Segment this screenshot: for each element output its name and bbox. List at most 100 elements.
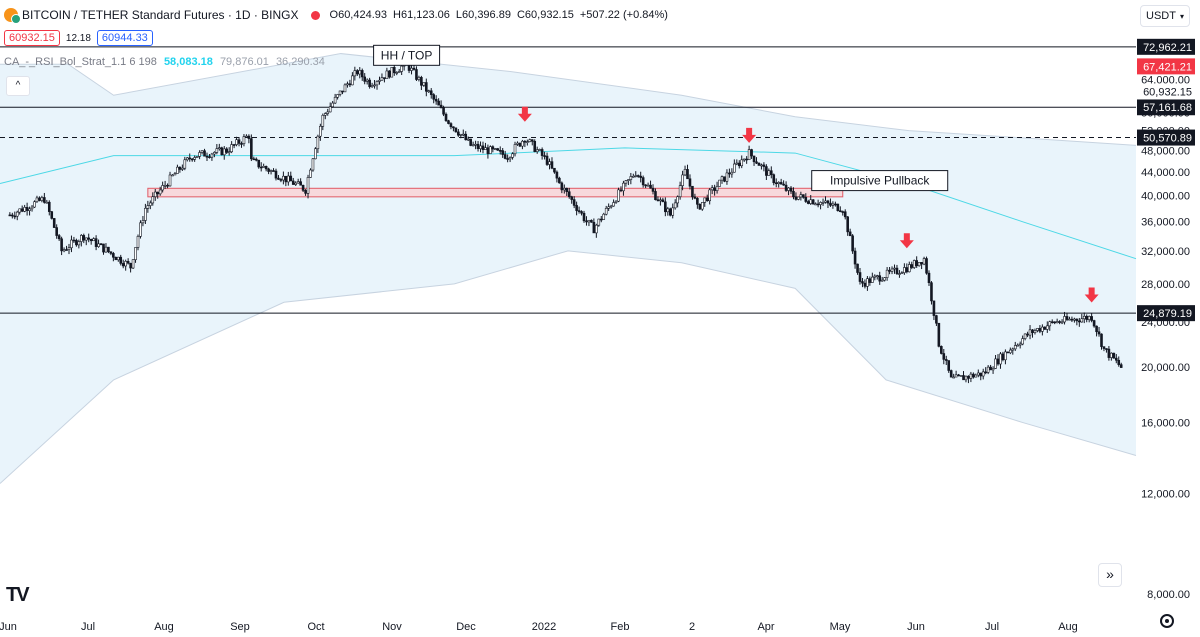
candle-body-2022-01-31 xyxy=(609,205,613,208)
candle-body-2021-07-01 xyxy=(82,235,86,241)
candle-body-2022-02-08 xyxy=(629,176,633,180)
candle-body-2021-06-04 xyxy=(15,211,19,217)
candle-body-2021-12-19 xyxy=(503,154,507,159)
tradingview-logo[interactable]: TV xyxy=(6,584,30,607)
candle-body-2022-03-23 xyxy=(735,162,739,165)
level-tag-2-bg xyxy=(1137,129,1195,146)
candle-body-2022-05-15 xyxy=(866,278,869,287)
currency-selector[interactable]: USDT ▾ xyxy=(1140,5,1190,27)
candle-body-2021-06-22 xyxy=(60,238,63,252)
gear-icon[interactable] xyxy=(1160,614,1174,628)
candle-body-2021-10-24 xyxy=(365,79,369,82)
candle-body-2021-07-27 xyxy=(146,205,150,209)
candle-body-2022-03-09 xyxy=(700,202,704,210)
candle-body-2022-02-26 xyxy=(673,202,677,209)
candle-body-2021-08-11 xyxy=(183,159,187,169)
candle-body-2021-07-08 xyxy=(99,243,103,246)
candle-body-2022-06-20 xyxy=(954,374,958,378)
candle-body-2021-11-07 xyxy=(400,65,403,72)
candle-body-2021-11-29 xyxy=(454,127,458,133)
candle-body-2021-12-29 xyxy=(528,139,532,142)
candle-body-2022-01-24 xyxy=(592,221,596,234)
candle-body-2022-06-15 xyxy=(942,353,946,360)
level-tag-3: 24,879.19 xyxy=(1143,308,1192,320)
indicator-legend[interactable]: CA_-_RSI_Bol_Strat_1.1 6 198 58,083.18 7… xyxy=(4,56,329,68)
candle-body-2021-12-16 xyxy=(496,148,500,151)
buy-button[interactable]: 60944.33 xyxy=(96,30,153,46)
candle-body-2021-09-19 xyxy=(279,179,283,181)
candle-body-2021-07-06 xyxy=(94,238,98,247)
candle-body-2022-03-15 xyxy=(715,186,719,191)
candle-body-2021-09-05 xyxy=(245,135,248,138)
candle-body-2022-06-13 xyxy=(937,322,941,347)
candle-body-2021-09-29 xyxy=(304,190,307,194)
candle-body-2022-06-11 xyxy=(932,300,936,316)
candle-body-2021-07-07 xyxy=(97,243,100,247)
candle-body-2021-08-22 xyxy=(210,153,214,158)
candle-body-2022-07-08 xyxy=(999,353,1002,365)
candle-body-2021-10-19 xyxy=(353,70,357,77)
sell-button[interactable]: 60932.15 xyxy=(4,30,60,46)
bitcoin-icon xyxy=(4,8,21,24)
candle-body-2022-04-12 xyxy=(784,184,788,191)
candle-body-2021-12-26 xyxy=(521,140,524,147)
candle-body-2022-02-20 xyxy=(659,199,662,202)
candle-body-2021-11-28 xyxy=(452,126,455,129)
candle-body-2022-02-25 xyxy=(671,207,675,216)
candle-body-2021-12-30 xyxy=(530,139,534,142)
collapse-legend-button[interactable]: ^ xyxy=(6,76,30,96)
candle-body-2022-02-07 xyxy=(627,179,630,181)
candle-body-2022-05-01 xyxy=(831,203,835,206)
candle-body-2022-07-04 xyxy=(989,366,992,371)
candle-body-2021-12-05 xyxy=(469,138,472,146)
candle-body-2021-12-09 xyxy=(479,145,482,149)
candle-body-2022-05-29 xyxy=(900,272,904,274)
candle-body-2022-04-11 xyxy=(782,183,785,186)
candle-body-2022-05-02 xyxy=(834,203,837,206)
candle-body-2022-02-11 xyxy=(636,175,640,177)
candle-body-2022-07-27 xyxy=(1045,325,1049,330)
price-tag-1-bg xyxy=(1137,83,1195,100)
down-arrow-3 xyxy=(899,233,914,249)
candle-body-2022-07-09 xyxy=(1001,353,1005,361)
candle-body-2022-05-18 xyxy=(873,275,877,278)
support-zone xyxy=(147,187,844,198)
candle-body-2022-02-06 xyxy=(624,180,628,184)
candle-body-2021-10-11 xyxy=(333,96,337,104)
candle-body-2021-06-25 xyxy=(67,247,71,251)
scroll-to-realtime-button[interactable]: » xyxy=(1098,563,1122,587)
candle-body-2021-08-14 xyxy=(190,158,194,161)
candle-body-2021-10-31 xyxy=(383,77,386,79)
candle-body-2022-01-09 xyxy=(555,171,559,179)
chart-title[interactable]: BITCOIN / TETHER Standard Futures · 1D ·… xyxy=(22,8,299,22)
candle-body-2022-07-14 xyxy=(1013,345,1017,350)
candle-body-2022-06-19 xyxy=(952,376,955,379)
candle-body-2022-05-30 xyxy=(903,267,906,273)
candle-body-2021-08-27 xyxy=(222,148,226,156)
candle-body-2022-02-18 xyxy=(654,191,657,201)
candle-body-2022-02-14 xyxy=(644,184,647,187)
candle-body-2022-03-02 xyxy=(683,169,687,176)
candle-body-2021-06-13 xyxy=(38,197,41,201)
candle-body-2021-08-21 xyxy=(208,156,211,158)
candle-body-2022-02-05 xyxy=(622,182,625,192)
candle-body-2021-12-08 xyxy=(476,143,480,149)
candle-body-2021-08-12 xyxy=(185,157,189,161)
candle-body-2021-10-25 xyxy=(368,79,371,88)
candle-body-2022-04-06 xyxy=(769,170,773,175)
y-tick-label-5: 28,000.00 xyxy=(1141,279,1190,291)
candle-body-2021-07-26 xyxy=(144,208,147,221)
y-tick-label-1: 12,000.00 xyxy=(1141,489,1190,501)
candle-body-2022-08-14 xyxy=(1090,316,1093,321)
candle-body-2022-03-31 xyxy=(755,161,758,164)
candle-body-2022-03-22 xyxy=(733,163,736,173)
down-arrow-4 xyxy=(1084,287,1099,303)
annotation-text-1: Impulsive Pullback xyxy=(830,174,930,188)
indicator-value-2: 79,876.01 xyxy=(219,56,269,68)
candle-body-2022-02-10 xyxy=(634,175,638,177)
candle-body-2022-08-09 xyxy=(1078,320,1081,323)
candle-body-2021-10-15 xyxy=(343,84,347,93)
level-tag-0: 72,962.21 xyxy=(1143,42,1192,54)
